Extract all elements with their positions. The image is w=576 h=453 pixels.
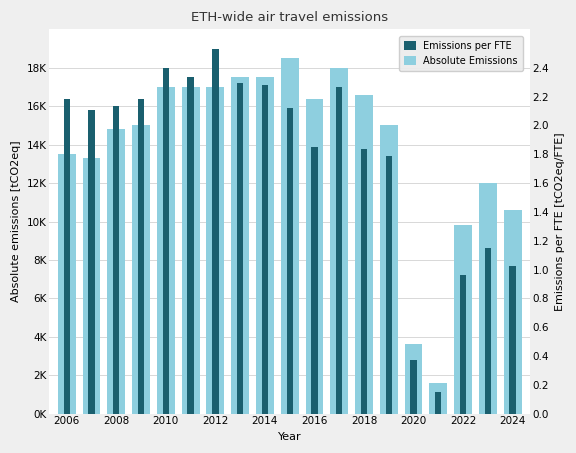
Bar bbox=[231, 77, 249, 414]
Title: ETH-wide air travel emissions: ETH-wide air travel emissions bbox=[191, 11, 388, 24]
Bar bbox=[132, 125, 150, 414]
Bar bbox=[206, 87, 224, 414]
Bar bbox=[404, 344, 422, 414]
Bar bbox=[181, 87, 199, 414]
Bar bbox=[138, 99, 144, 414]
Legend: Emissions per FTE, Absolute Emissions: Emissions per FTE, Absolute Emissions bbox=[399, 36, 522, 71]
Bar bbox=[163, 68, 169, 414]
Bar bbox=[113, 106, 119, 414]
Bar bbox=[336, 87, 342, 414]
Bar bbox=[89, 110, 94, 414]
Bar bbox=[510, 265, 516, 414]
Bar bbox=[380, 125, 397, 414]
Y-axis label: Absolute emissions [tCO2eq]: Absolute emissions [tCO2eq] bbox=[11, 141, 21, 302]
Bar bbox=[429, 383, 447, 414]
Bar bbox=[64, 99, 70, 414]
Bar bbox=[213, 48, 218, 414]
Bar bbox=[355, 95, 373, 414]
Bar bbox=[305, 99, 323, 414]
Bar bbox=[330, 68, 348, 414]
Bar bbox=[454, 225, 472, 414]
Bar bbox=[58, 154, 75, 414]
Bar bbox=[361, 149, 367, 414]
Bar bbox=[312, 147, 317, 414]
Bar bbox=[262, 85, 268, 414]
Y-axis label: Emissions per FTE [tCO2eq/FTE]: Emissions per FTE [tCO2eq/FTE] bbox=[555, 132, 565, 311]
Bar bbox=[479, 183, 497, 414]
Bar bbox=[237, 83, 243, 414]
Bar bbox=[386, 156, 392, 414]
Bar bbox=[82, 158, 100, 414]
Bar bbox=[287, 108, 293, 414]
Bar bbox=[157, 87, 175, 414]
Bar bbox=[411, 360, 416, 414]
Bar bbox=[281, 58, 298, 414]
Bar bbox=[503, 210, 521, 414]
Bar bbox=[460, 275, 466, 414]
X-axis label: Year: Year bbox=[278, 432, 301, 442]
Bar bbox=[435, 392, 441, 414]
Bar bbox=[107, 129, 125, 414]
Bar bbox=[485, 248, 491, 414]
Bar bbox=[188, 77, 194, 414]
Bar bbox=[256, 77, 274, 414]
